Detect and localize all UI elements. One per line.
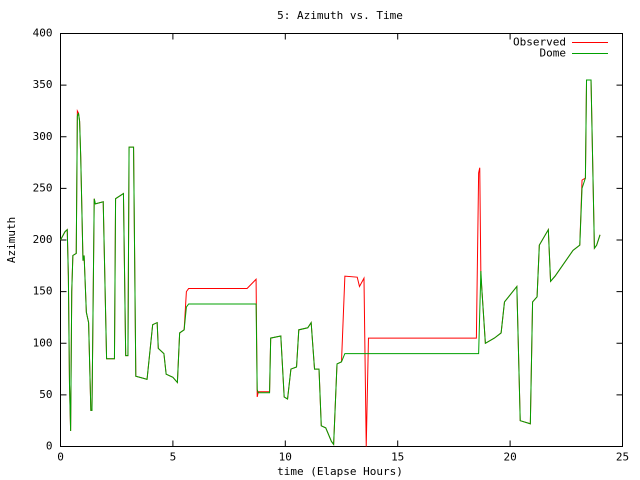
x-tick-label: 5 — [170, 451, 177, 464]
x-axis-label: time (Elapse Hours) — [277, 465, 403, 478]
x-tick-label: 25 — [616, 451, 629, 464]
legend-label: Dome — [540, 47, 567, 60]
plot-area — [60, 79, 601, 447]
y-tick-label: 200 — [33, 233, 53, 246]
plot-frame — [60, 33, 623, 447]
y-tick-label: 250 — [33, 181, 53, 194]
legend-label: Observed — [513, 36, 566, 49]
y-tick-label: 100 — [33, 336, 53, 349]
y-tick-label: 150 — [33, 285, 53, 298]
chart-title: 5: Azimuth vs. Time — [277, 9, 403, 22]
y-axis-label: Azimuth — [5, 217, 18, 263]
y-tick-label: 0 — [46, 440, 53, 453]
y-tick-label: 400 — [33, 27, 53, 40]
series-line — [60, 79, 601, 446]
x-tick-label: 20 — [503, 451, 516, 464]
x-tick-label: 0 — [57, 451, 64, 464]
y-tick-label: 50 — [39, 388, 52, 401]
y-tick-label: 300 — [33, 130, 53, 143]
y-tick-label: 350 — [33, 78, 53, 91]
x-tick-label: 15 — [391, 451, 404, 464]
x-tick-label: 10 — [279, 451, 292, 464]
